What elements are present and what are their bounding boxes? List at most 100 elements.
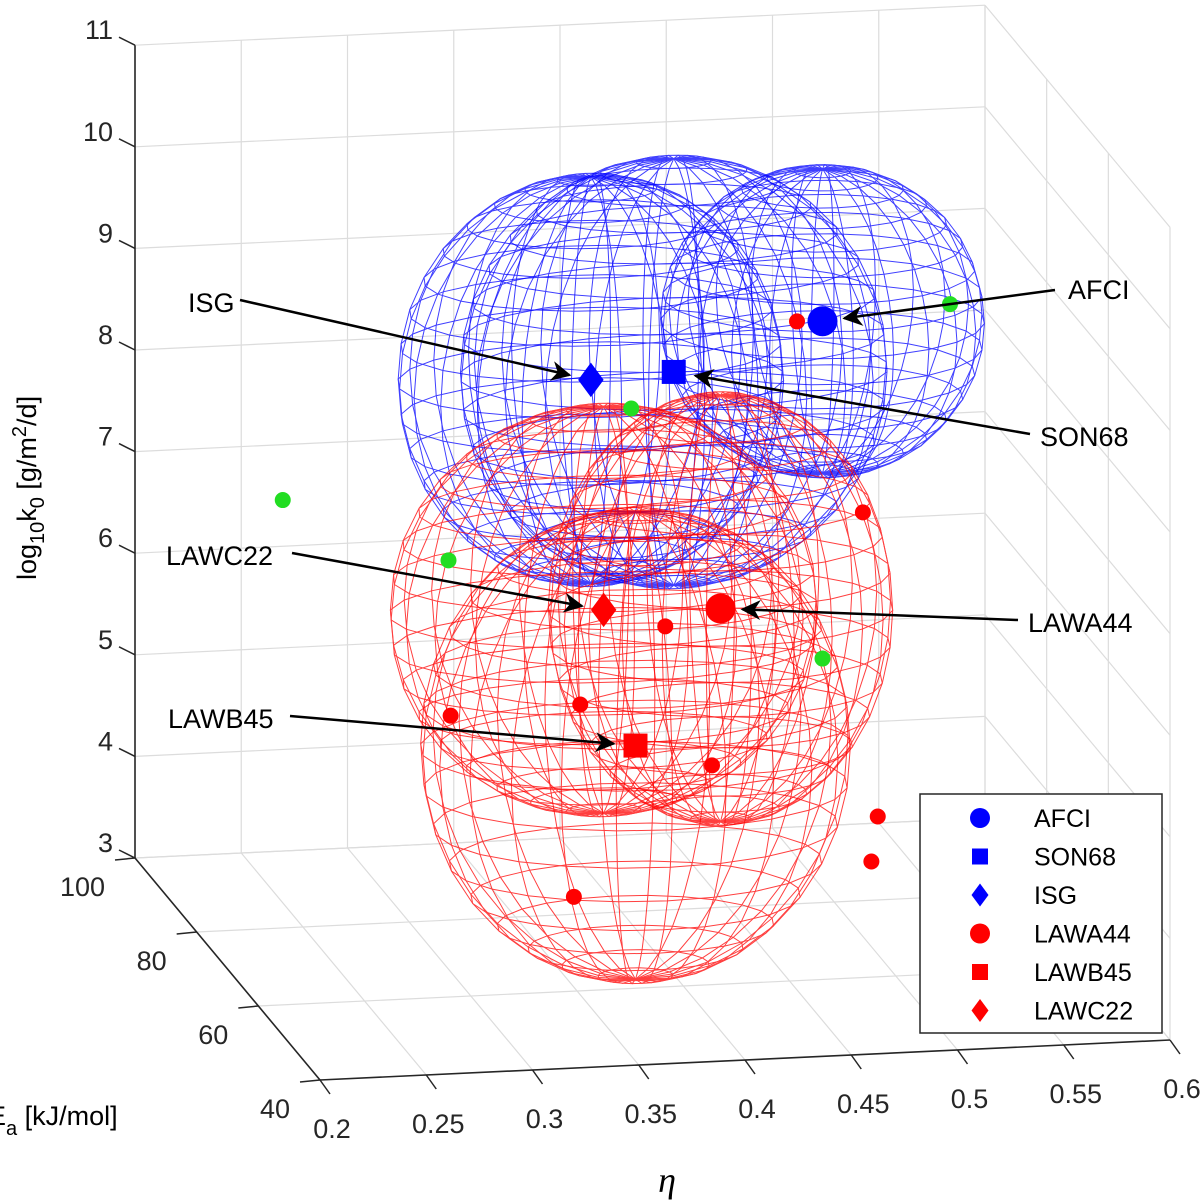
legend-marker-lawb45	[972, 964, 988, 980]
mesh-parallel	[597, 967, 674, 985]
annotations: ISG AFCI SON68 LAWC22 LAWA44 LAWB45	[166, 275, 1133, 753]
z-tick	[118, 138, 136, 148]
mesh-parallel	[662, 310, 983, 386]
mesh-parallel	[570, 681, 871, 749]
y-tick	[238, 1005, 259, 1009]
mesh-parallel	[466, 199, 716, 250]
grid-line	[984, 106, 1171, 330]
mesh-parallel	[681, 211, 964, 279]
small-data-point	[565, 888, 582, 905]
legend-marker-lawa44	[970, 923, 990, 944]
small-data-point	[863, 853, 880, 870]
z-axis-label: log10k0 [g/m2/d]	[9, 396, 49, 580]
mesh-parallel	[527, 924, 744, 972]
x-tick	[531, 1069, 544, 1085]
z-tick	[118, 646, 136, 656]
x-tick	[638, 1064, 650, 1080]
grid-line	[240, 852, 427, 1076]
mesh-parallel	[402, 503, 805, 577]
x-tick	[1169, 1039, 1181, 1055]
x-tick	[850, 1054, 862, 1070]
mesh-parallel	[496, 894, 775, 955]
annotation-arrow	[693, 368, 1031, 436]
mesh-parallel	[669, 233, 976, 306]
mesh-parallel	[597, 507, 674, 524]
mesh-parallel	[524, 175, 658, 203]
mesh-parallel	[740, 433, 905, 473]
small-data-point	[623, 400, 640, 417]
x-tick-label: 0.3	[526, 1104, 564, 1134]
mesh-parallel	[530, 787, 678, 815]
legend-box	[919, 793, 1163, 1034]
grid-line	[984, 208, 1171, 431]
y-tick-label: 40	[260, 1094, 290, 1124]
legend-entry-lawc22: LAWC22	[1034, 998, 1133, 1026]
legend: AFCI SON68 ISG LAWA44 LAWB45 LAWC22	[919, 793, 1163, 1034]
z-tick-label: 3	[98, 828, 113, 858]
mesh-parallel	[442, 219, 740, 279]
small-data-point	[657, 618, 674, 635]
mesh-parallel	[681, 364, 964, 431]
z-tick-label: 4	[98, 726, 113, 756]
grid-line	[984, 309, 1171, 533]
mesh-parallel	[717, 179, 928, 230]
x-tick	[956, 1049, 969, 1065]
mesh-parallel	[633, 404, 808, 444]
mesh-parallel	[550, 533, 891, 610]
z-tick-label: 8	[98, 320, 113, 350]
z-tick	[118, 544, 136, 554]
small-data-point	[814, 650, 831, 667]
mesh-parallel	[470, 860, 801, 932]
axes	[114, 36, 1181, 1095]
mesh-parallel	[393, 606, 815, 684]
mesh-parallel	[588, 441, 853, 501]
mesh-parallel	[409, 274, 773, 347]
legend-marker-son68	[972, 848, 988, 865]
z-tick-label: 10	[83, 117, 113, 147]
y-tick	[114, 857, 136, 861]
y-axis-line	[134, 857, 321, 1081]
legend-entry-afci: AFCI	[1034, 805, 1091, 833]
small-data-point	[440, 552, 457, 569]
small-data-point	[789, 313, 805, 330]
legend-entry-lawb45: LAWB45	[1034, 959, 1132, 987]
grid-line	[134, 4, 986, 46]
annotation-label-afci: AFCI	[1068, 275, 1130, 305]
mesh-parallel	[588, 716, 853, 776]
x-tick	[1063, 1044, 1075, 1060]
mesh-parallel	[496, 414, 711, 454]
annotation-arrow	[289, 714, 616, 753]
grid-line	[134, 106, 986, 148]
y-tick	[176, 931, 197, 935]
z-tick-label: 7	[98, 422, 113, 452]
mesh-parallel	[556, 572, 625, 588]
mesh-parallel	[448, 588, 823, 669]
z-tick-label: 9	[98, 218, 113, 248]
small-data-point	[704, 757, 720, 774]
small-data-point	[274, 492, 291, 509]
x-tick-label: 0.2	[313, 1114, 351, 1144]
annotation-label-lawb45: LAWB45	[168, 704, 274, 734]
ellipsoid-isg	[397, 172, 785, 588]
mesh-parallel	[793, 164, 852, 179]
data-points	[274, 296, 958, 905]
mesh-parallel	[556, 172, 625, 187]
annotation-arrow	[842, 288, 1056, 326]
mesh-parallel	[448, 822, 823, 903]
legend-entry-isg: ISG	[1034, 882, 1077, 910]
small-data-point	[572, 696, 589, 713]
z-tick-label: 5	[98, 625, 113, 655]
mesh-parallel	[493, 184, 688, 224]
legend-entry-lawa44: LAWA44	[1034, 921, 1131, 949]
x-tick-label: 0.5	[951, 1084, 989, 1114]
mesh-parallel	[636, 154, 712, 170]
mesh-parallel	[661, 795, 780, 823]
grid-line	[984, 411, 1171, 634]
small-data-point	[854, 504, 871, 521]
x-axis-label: η	[658, 1160, 676, 1200]
legend-marker-afci	[970, 808, 990, 828]
x-tick	[425, 1074, 437, 1090]
z-tick	[118, 747, 136, 758]
y-tick-label: 60	[198, 1020, 228, 1050]
annotation-arrow	[740, 600, 1019, 622]
